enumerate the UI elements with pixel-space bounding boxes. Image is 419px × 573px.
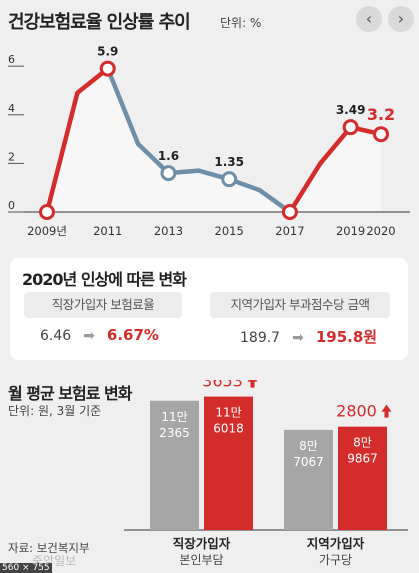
chevron-right-icon: › [397, 9, 405, 28]
chevron-left-icon: ‹ [365, 9, 373, 28]
bar [338, 426, 387, 530]
arrow-right-icon: ➡ [292, 330, 304, 346]
area-fill [47, 68, 381, 212]
bar [150, 400, 199, 530]
data-point [160, 165, 177, 182]
data-point [342, 119, 359, 136]
image-size-label: 560 × 755 [0, 563, 52, 573]
y-tick-label: 6 [8, 53, 15, 66]
panel-title: 2020년 인상에 따른 변화 [22, 270, 187, 289]
line-chart: 0 2 4 6 2009년 2011 2013 2015 2017 2019 2020 5.9 1.6 1… [8, 45, 410, 238]
bar-value-label: 11만 [215, 406, 241, 420]
category-label: 지역가입자 [307, 536, 365, 551]
data-point [373, 126, 389, 143]
x-tick-label: 2020 [366, 224, 395, 238]
y-tick-label: 0 [8, 199, 15, 212]
new-value: 195.8원 [315, 328, 378, 346]
bar-section-unit: 단위: 원, 3월 기준 [8, 404, 102, 418]
increase-label: 2800 [336, 402, 377, 421]
up-arrow-icon [381, 404, 392, 418]
chart-title: 건강보험료율 인상률 추이 [8, 12, 191, 33]
data-label: 1.6 [158, 149, 179, 163]
category-sublabel: 가구당 [319, 553, 352, 567]
line-segment [44, 90, 80, 215]
employee-rate-change: 6.46 ➡ 6.67% [40, 326, 159, 344]
next-button[interactable]: › [388, 6, 414, 32]
x-tick-label: 2013 [154, 224, 183, 238]
bar-value-label: 7067 [293, 455, 324, 469]
data-point [99, 60, 116, 77]
regional-amount-label: 지역가입자 부과점수당 금액 [210, 292, 390, 318]
employee-rate-label: 직장가입자 보험료율 [24, 292, 182, 318]
increase-label: 3653 [202, 380, 243, 391]
bar-value-label: 6018 [213, 422, 244, 436]
line-segment [105, 66, 141, 147]
x-tick-label: 2009년 [27, 224, 67, 238]
prev-button[interactable]: ‹ [356, 6, 382, 32]
data-point [221, 171, 238, 188]
up-arrow-icon [247, 380, 258, 388]
bar-value-label: 8만 [353, 436, 372, 450]
data-point [281, 204, 298, 220]
x-tick-label: 2019 [336, 224, 365, 238]
data-label: 3.49 [336, 103, 366, 117]
y-tick-label: 2 [8, 150, 15, 163]
x-tick-label: 2011 [93, 224, 122, 238]
old-value: 6.46 [40, 328, 72, 344]
category-sublabel: 본인부담 [179, 553, 223, 567]
bar-value-label: 8만 [299, 439, 318, 453]
arrow-right-icon: ➡ [83, 328, 95, 344]
unit-label: 단위: % [220, 16, 262, 30]
bar-value-label: 11만 [161, 410, 187, 424]
data-point [39, 204, 55, 220]
bar-section-title: 월 평균 보험료 변화 [8, 384, 132, 403]
y-tick-label: 4 [8, 102, 15, 115]
new-value: 6.67% [106, 326, 159, 344]
bar [284, 429, 333, 530]
x-tick-label: 2015 [215, 224, 244, 238]
bar-value-label: 9867 [347, 452, 378, 466]
data-label: 5.9 [97, 45, 118, 59]
line-segment [287, 161, 323, 215]
data-label: 1.35 [214, 155, 244, 169]
source-label: 자료: 보건복지부 [8, 541, 90, 555]
category-label: 직장가입자 [173, 536, 231, 551]
old-value: 189.7 [240, 330, 281, 346]
regional-amount-change: 189.7 ➡ 195.8원 [240, 326, 377, 347]
bar [204, 396, 253, 530]
data-label: 3.2 [367, 105, 395, 124]
x-tick-label: 2017 [275, 224, 304, 238]
bar-value-label: 2365 [159, 426, 190, 440]
